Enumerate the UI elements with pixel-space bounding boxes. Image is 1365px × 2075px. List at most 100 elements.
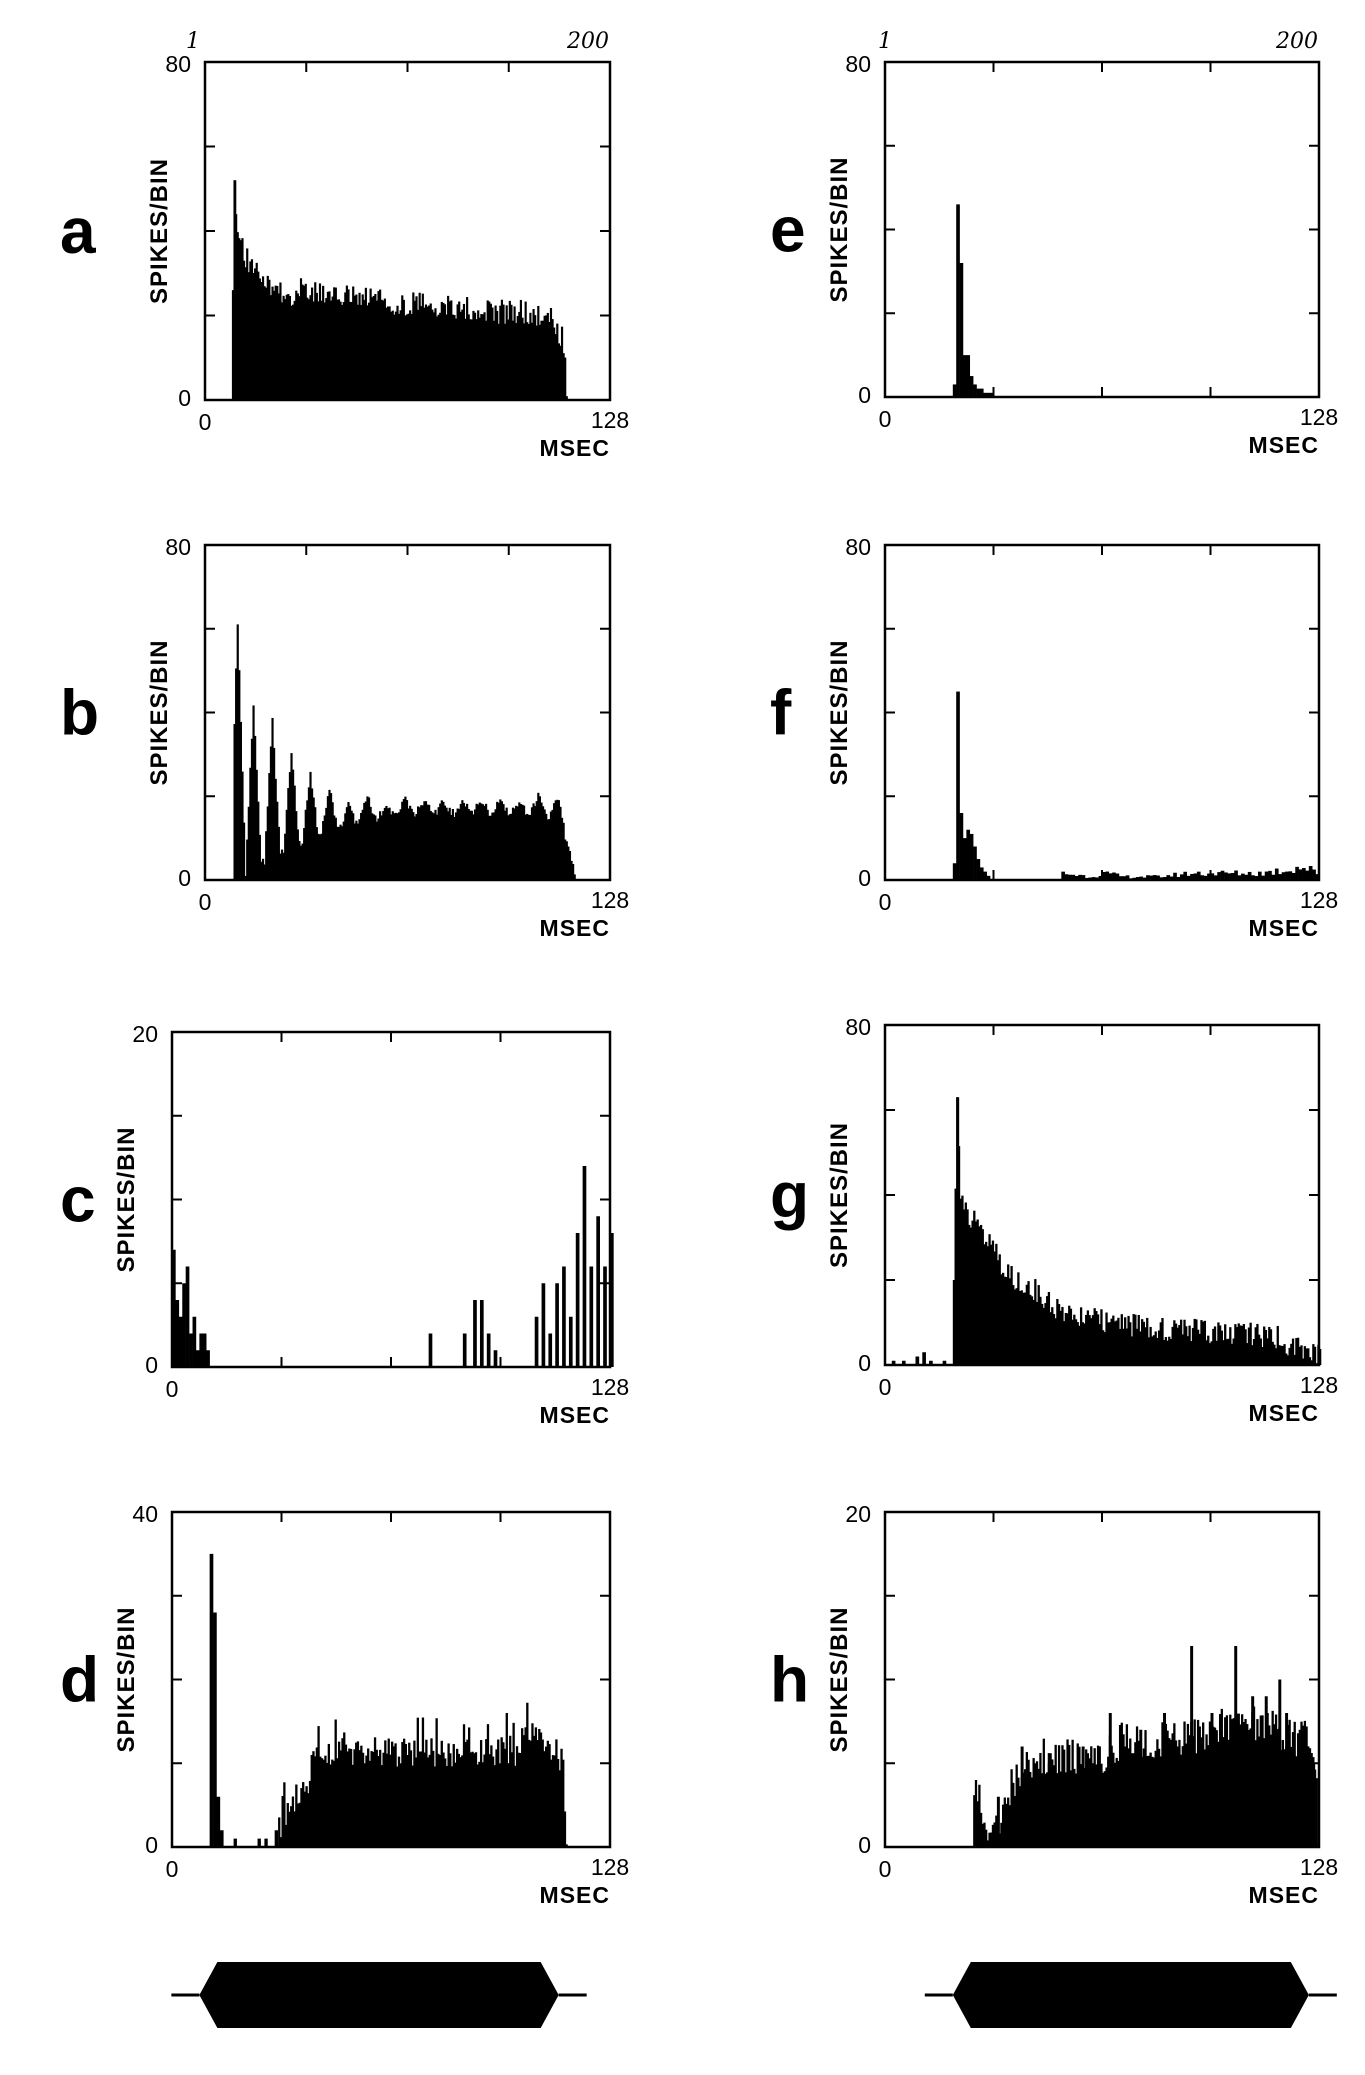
histogram-bar bbox=[1302, 1358, 1305, 1365]
histogram-bar bbox=[1305, 870, 1310, 880]
top-tick-label-start: 1 bbox=[878, 29, 892, 54]
histogram-bar bbox=[450, 1766, 454, 1847]
histogram-bar bbox=[976, 859, 981, 880]
histogram-bar bbox=[510, 1752, 514, 1847]
histogram-bar bbox=[537, 792, 540, 880]
histogram-bar bbox=[1237, 1713, 1240, 1847]
histogram-bar bbox=[296, 293, 299, 400]
histogram-bar bbox=[1278, 1345, 1281, 1365]
histogram-bar bbox=[1096, 1314, 1100, 1365]
histogram-bar bbox=[1256, 1719, 1259, 1847]
histogram-bar bbox=[545, 813, 548, 880]
histogram-bar bbox=[1063, 1321, 1066, 1365]
histogram-bar bbox=[1198, 1726, 1201, 1847]
x-tick-label-start: 0 bbox=[199, 409, 212, 435]
histogram-bar bbox=[1149, 1752, 1152, 1847]
histogram-bar bbox=[514, 1765, 517, 1847]
histogram-bar bbox=[1139, 1729, 1143, 1847]
histogram-bar bbox=[392, 1746, 396, 1847]
histogram-bar bbox=[387, 1738, 390, 1847]
histogram-bar bbox=[524, 1727, 527, 1847]
histogram-bar bbox=[545, 315, 548, 400]
histogram-bar bbox=[1008, 1805, 1012, 1847]
histogram-bar bbox=[1079, 1764, 1083, 1847]
histogram-bar bbox=[407, 808, 410, 880]
histogram-bar bbox=[1205, 1734, 1208, 1847]
histogram-bar bbox=[1254, 1740, 1257, 1847]
x-tick-label-end: 128 bbox=[591, 1374, 629, 1400]
histogram-bar bbox=[279, 282, 282, 400]
histogram-bar bbox=[219, 1830, 224, 1847]
histogram-bar bbox=[244, 267, 247, 400]
histogram-bar bbox=[327, 1743, 331, 1847]
histogram-bar bbox=[333, 815, 336, 880]
histogram-bar bbox=[551, 1755, 555, 1847]
histogram-bar bbox=[973, 846, 977, 880]
histogram-bar bbox=[346, 1751, 349, 1847]
histogram-bar bbox=[1039, 1752, 1042, 1847]
histogram-bar bbox=[239, 240, 242, 400]
histogram-bar bbox=[560, 1748, 563, 1847]
histogram-bar bbox=[459, 803, 462, 880]
histogram-bar bbox=[956, 1097, 960, 1365]
histogram-bar bbox=[1251, 875, 1255, 880]
histogram-bar bbox=[328, 789, 331, 880]
histogram-bar bbox=[231, 290, 235, 400]
histogram-bar bbox=[990, 392, 994, 397]
histogram-bar bbox=[1315, 1363, 1318, 1365]
y-tick-label-top: 20 bbox=[132, 1021, 158, 1047]
histogram-bar bbox=[537, 305, 540, 400]
histogram-bar bbox=[519, 299, 523, 400]
histogram-bar bbox=[1117, 1317, 1120, 1365]
histogram-bar bbox=[481, 804, 485, 880]
histogram-bar bbox=[502, 1742, 505, 1847]
histogram-bar bbox=[518, 802, 521, 880]
histogram-bar bbox=[983, 1244, 986, 1365]
histogram-bar bbox=[1034, 1279, 1037, 1365]
histogram-bar bbox=[249, 767, 252, 880]
histogram-bar bbox=[1286, 1355, 1290, 1365]
histogram-bar bbox=[300, 1788, 303, 1847]
histogram-bar bbox=[420, 306, 423, 400]
histogram-bar bbox=[339, 824, 342, 880]
histogram-bar bbox=[303, 828, 306, 880]
histogram-bar bbox=[1040, 1303, 1044, 1365]
histogram-bar bbox=[1110, 1318, 1113, 1365]
histogram-bar bbox=[428, 1754, 431, 1847]
histogram-bar bbox=[432, 312, 435, 400]
histogram-bar bbox=[428, 804, 431, 880]
histogram-bar bbox=[1224, 872, 1228, 880]
histogram-bar bbox=[1102, 1330, 1105, 1365]
histogram-bar bbox=[993, 1822, 996, 1847]
histogram-bar bbox=[526, 322, 529, 400]
histogram-bar bbox=[553, 803, 556, 880]
histogram-bar bbox=[440, 1740, 443, 1847]
histogram-bar bbox=[418, 807, 421, 880]
histogram-bar bbox=[1129, 1322, 1132, 1365]
histogram-bar bbox=[432, 1750, 435, 1847]
histogram-bar bbox=[496, 310, 499, 400]
histogram-bar bbox=[360, 812, 363, 880]
histogram-bar bbox=[341, 826, 344, 880]
histogram-bar bbox=[424, 801, 428, 880]
histogram-bar bbox=[1010, 1769, 1013, 1847]
histogram-bar bbox=[254, 735, 257, 880]
histogram-bar bbox=[1220, 1330, 1223, 1365]
histogram-bar bbox=[565, 841, 568, 880]
histogram-bar bbox=[1100, 1763, 1103, 1847]
histogram-bar bbox=[1040, 1773, 1044, 1847]
histogram-bar bbox=[377, 291, 380, 400]
histogram-bar bbox=[1271, 1710, 1274, 1847]
histogram-bar bbox=[409, 310, 412, 400]
histogram-bar bbox=[1163, 1339, 1166, 1365]
histogram-bar bbox=[444, 1758, 447, 1847]
histogram-bar bbox=[976, 1801, 979, 1847]
histogram-bar bbox=[495, 1749, 498, 1847]
histogram-bar bbox=[1239, 1724, 1242, 1847]
histogram-bar bbox=[1025, 1752, 1029, 1847]
histogram-bar bbox=[1232, 1338, 1235, 1365]
histogram-bar bbox=[1151, 1756, 1154, 1847]
histogram-bar bbox=[1098, 1746, 1101, 1847]
histogram-bar bbox=[1144, 1730, 1147, 1847]
